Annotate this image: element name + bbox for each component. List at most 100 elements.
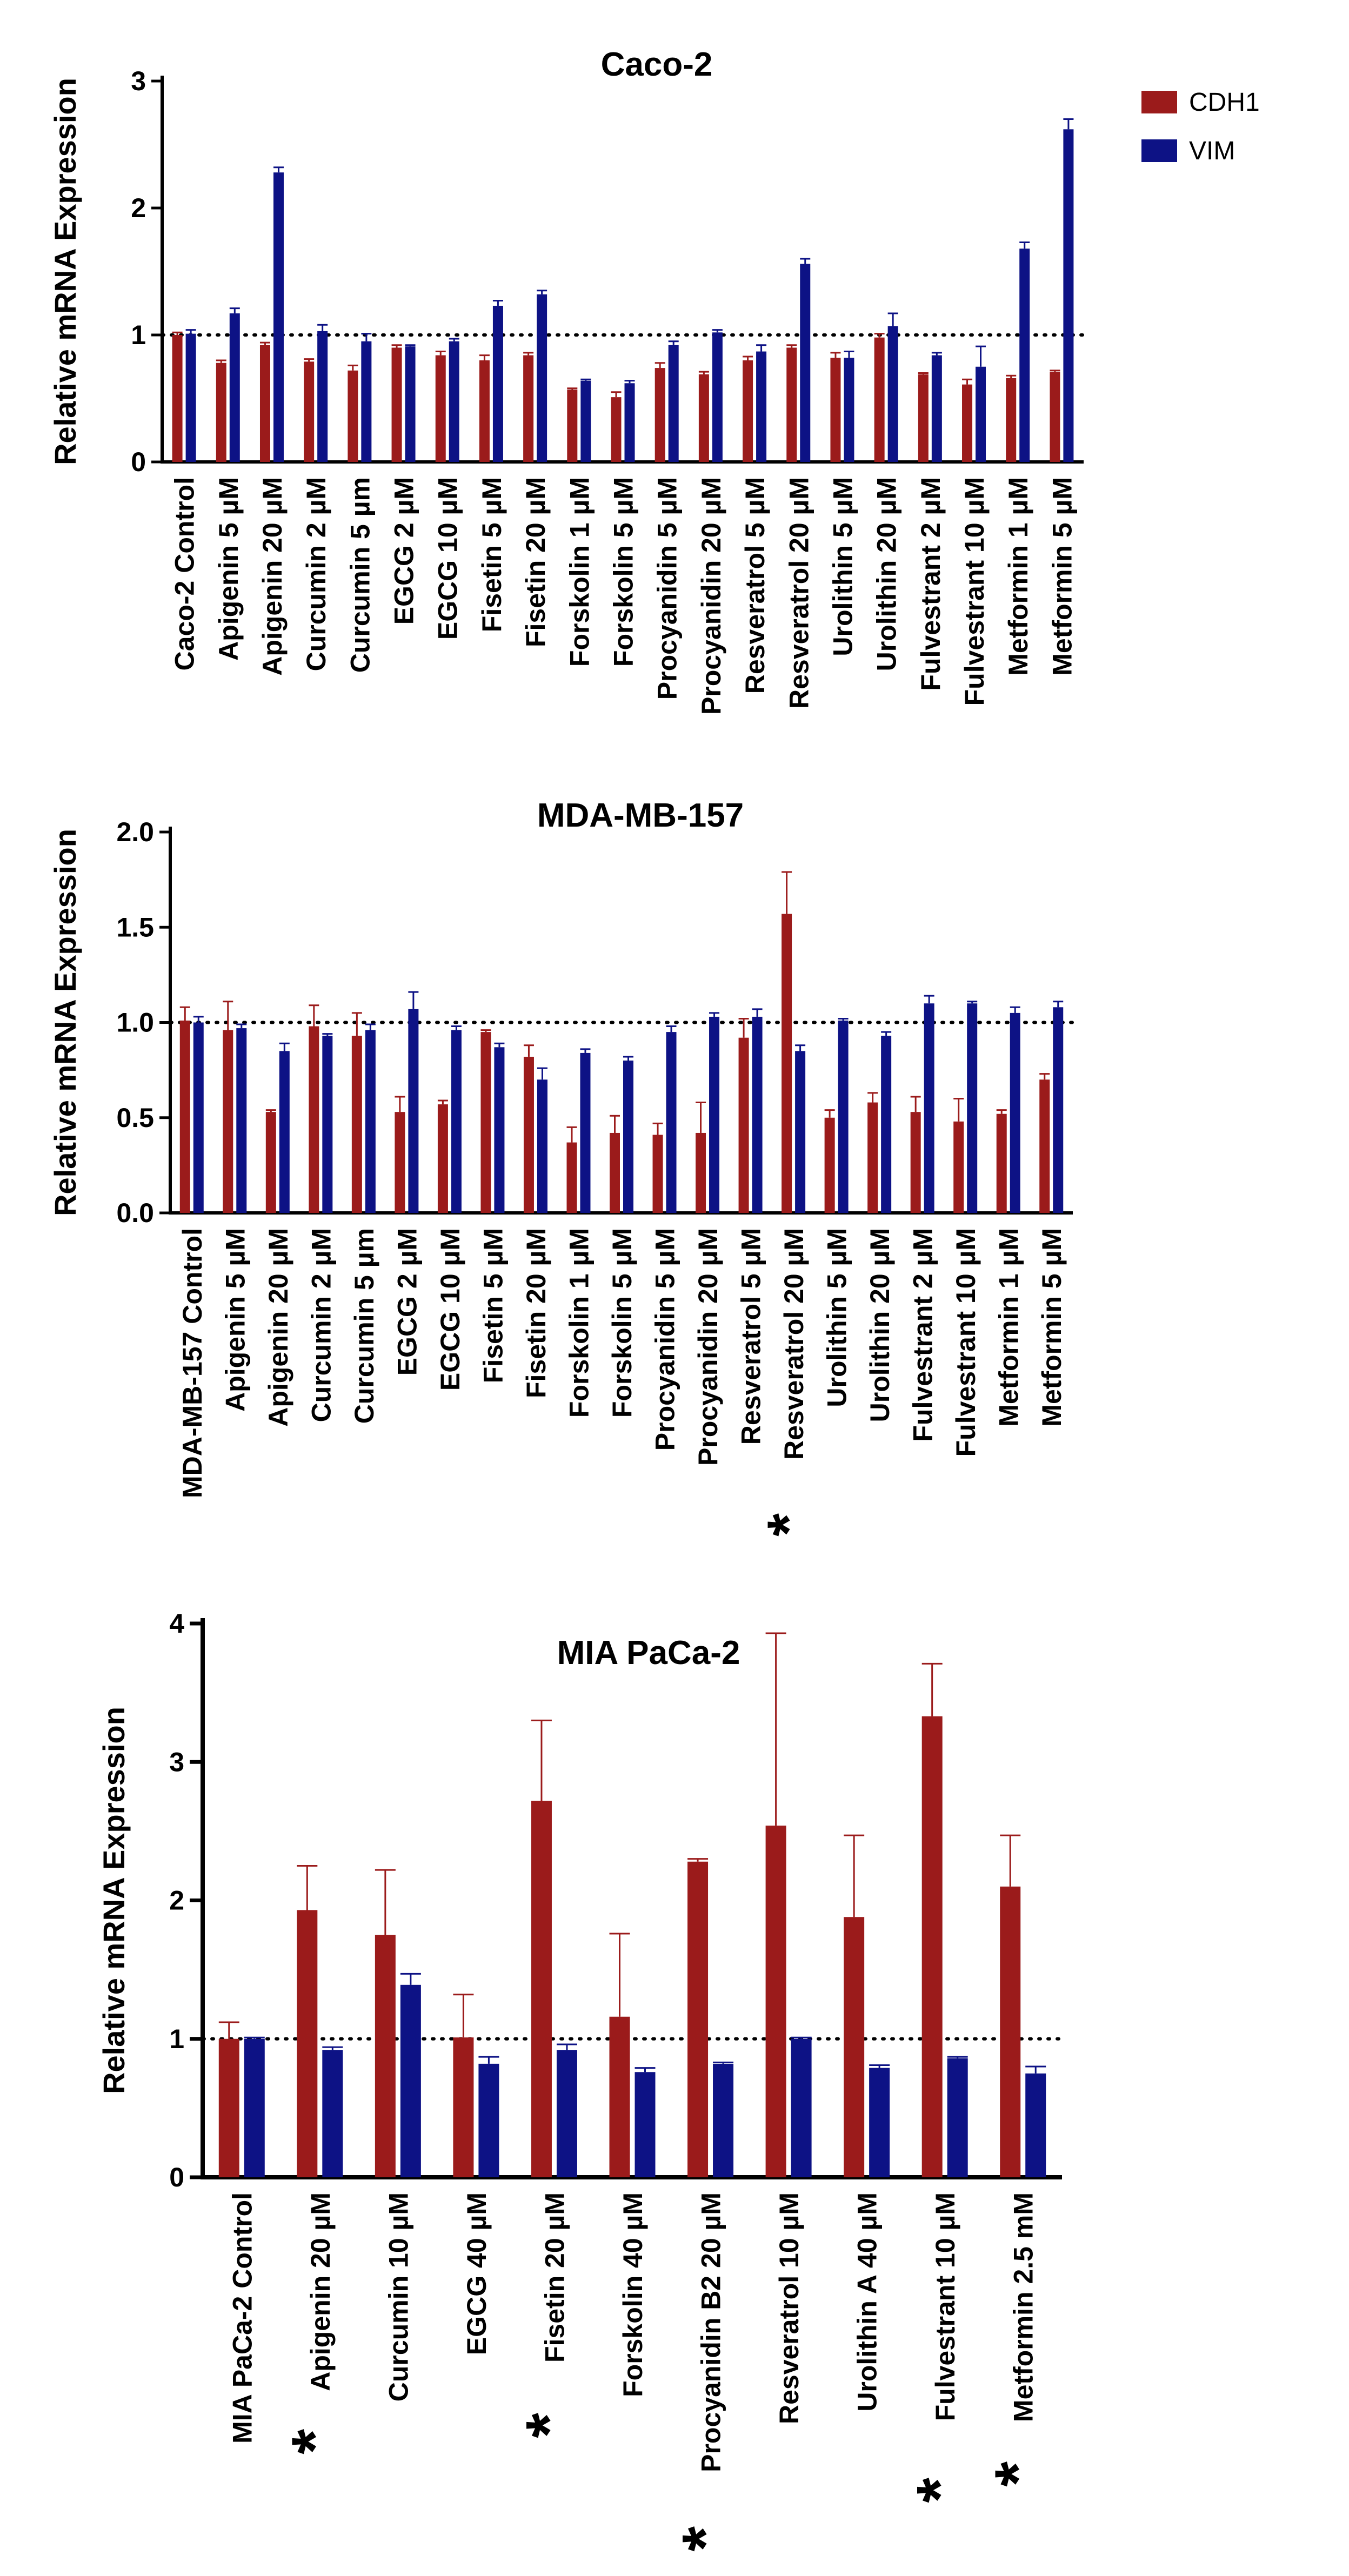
x-tick-label-mia-paca-2-metformin-2-5-mm: Metformin 2.5 mM [1009, 2192, 1039, 2422]
bar-mia-paca-2-vim-fulvestrant-10-um [947, 2058, 968, 2177]
significance-star-mia-paca-2-fulvestrant-10-um: * [903, 2478, 976, 2503]
x-tick-label-mda-mb-157-urolithin-5-um: Urolithin 5 µM [822, 1228, 852, 1407]
x-tick-label-caco-2-resveratrol-20-um: Resveratrol 20 µM [784, 477, 814, 709]
bar-mda-mb-157-vim-apigenin-5-um [236, 1028, 247, 1213]
bar-caco-2-cdh1-resveratrol-20-um [786, 347, 797, 462]
bar-caco-2-vim-caco-2-control [185, 333, 196, 462]
bar-caco-2-cdh1-procyanidin-20-um [698, 374, 709, 462]
legend-label-cdh1: CDH1 [1189, 88, 1260, 117]
bar-mda-mb-157-vim-egcg-10-um [451, 1030, 462, 1213]
bar-caco-2-vim-fisetin-5-um [492, 305, 503, 462]
x-tick-label-caco-2-egcg-10-um: EGCG 10 µM [433, 477, 463, 640]
bar-mda-mb-157-cdh1-resveratrol-5-um [738, 1037, 749, 1213]
x-tick-label-caco-2-urolithin-20-um: Urolithin 20 µM [872, 477, 902, 671]
bar-caco-2-vim-procyanidin-20-um [712, 332, 723, 462]
bar-caco-2-vim-curcumin-2-um [317, 331, 328, 462]
bar-mda-mb-157-cdh1-mda-mb-157-control [179, 1020, 190, 1213]
x-tick-label-mda-mb-157-resveratrol-5-um: Resveratrol 5 µM [736, 1228, 766, 1445]
x-tick-label-caco-2-fulvestrant-10-um: Fulvestrant 10 µM [959, 477, 990, 706]
bar-mia-paca-2-vim-mia-paca-2-control [244, 2038, 265, 2177]
bar-mda-mb-157-vim-mda-mb-157-control [193, 1022, 204, 1213]
bar-caco-2-vim-apigenin-5-um [229, 313, 240, 462]
x-tick-label-caco-2-fisetin-5-um: Fisetin 5 µM [477, 477, 507, 632]
bar-mda-mb-157-vim-fisetin-20-um [537, 1079, 547, 1213]
bar-caco-2-vim-metformin-1-um [1019, 249, 1030, 462]
x-tick-label-mda-mb-157-metformin-1-um: Metformin 1 µM [994, 1228, 1024, 1427]
bar-mda-mb-157-vim-procyanidin-5-um [666, 1032, 677, 1213]
bar-mia-paca-2-vim-resveratrol-10-um [791, 2038, 812, 2177]
y-tick-label-mda-mb-157-0: 0.0 [116, 1198, 154, 1228]
x-tick-label-mia-paca-2-urolithin-a-40-um: Urolithin A 40 µM [852, 2192, 883, 2412]
bar-caco-2-cdh1-metformin-5-um [1050, 372, 1060, 462]
bar-caco-2-cdh1-egcg-10-um [435, 355, 446, 462]
bar-mda-mb-157-cdh1-forskolin-1-um [566, 1142, 577, 1213]
bar-mda-mb-157-vim-fulvestrant-10-um [967, 1003, 978, 1213]
bar-mda-mb-157-cdh1-forskolin-5-um [610, 1132, 620, 1213]
x-tick-label-mda-mb-157-fulvestrant-2-um: Fulvestrant 2 µM [908, 1228, 938, 1442]
bar-caco-2-cdh1-metformin-1-um [1006, 378, 1017, 462]
x-tick-label-mia-paca-2-apigenin-20-um: Apigenin 20 µM [305, 2192, 336, 2391]
x-tick-label-mia-paca-2-egcg-40-um: EGCG 40 µM [462, 2192, 492, 2355]
bar-caco-2-vim-forskolin-5-um [624, 383, 635, 462]
x-tick-label-caco-2-metformin-5-um: Metformin 5 µM [1047, 477, 1077, 676]
bar-mda-mb-157-cdh1-fulvestrant-10-um [953, 1121, 964, 1213]
x-tick-label-mda-mb-157-forskolin-1-um: Forskolin 1 µM [564, 1228, 594, 1418]
bar-mda-mb-157-cdh1-metformin-5-um [1039, 1079, 1050, 1213]
y-tick-label-mia-paca-2-2: 2 [169, 1886, 184, 1916]
bar-caco-2-cdh1-apigenin-20-um [259, 345, 270, 462]
y-tick-label-mda-mb-157-4: 2.0 [116, 817, 154, 847]
bar-mda-mb-157-cdh1-urolithin-20-um [867, 1102, 878, 1213]
bar-mda-mb-157-vim-curcumin-5-um [365, 1030, 376, 1213]
legend-label-vim: VIM [1189, 137, 1235, 165]
y-axis-label-caco-2: Relative mRNA Expression [48, 78, 82, 465]
bar-caco-2-cdh1-curcumin-5-um [348, 370, 358, 462]
y-axis-label-mda-mb-157: Relative mRNA Expression [48, 829, 82, 1216]
x-tick-label-mda-mb-157-fisetin-20-um: Fisetin 20 µM [521, 1228, 551, 1398]
x-tick-label-caco-2-procyanidin-5-um: Procyanidin 5 µM [652, 477, 683, 700]
bar-mda-mb-157-vim-metformin-1-um [1010, 1012, 1020, 1213]
x-tick-label-caco-2-egcg-2-um: EGCG 2 µM [389, 477, 419, 625]
bar-caco-2-vim-urolithin-5-um [844, 358, 854, 462]
bar-mda-mb-157-vim-urolithin-20-um [881, 1036, 892, 1213]
bar-caco-2-cdh1-caco-2-control [172, 335, 183, 462]
x-tick-label-mia-paca-2-mia-paca-2-control: MIA PaCa-2 Control [227, 2192, 257, 2444]
x-tick-label-caco-2-apigenin-20-um: Apigenin 20 µM [257, 477, 288, 676]
chart-title-mia-paca-2: MIA PaCa-2 [557, 1634, 740, 1672]
x-tick-label-mda-mb-157-apigenin-5-um: Apigenin 5 µM [220, 1228, 250, 1412]
chart-title-mda-mb-157: MDA-MB-157 [537, 797, 744, 834]
bar-mda-mb-157-vim-fulvestrant-2-um [924, 1003, 934, 1213]
bar-caco-2-cdh1-urolithin-20-um [874, 337, 885, 462]
y-tick-label-mia-paca-2-3: 3 [169, 1747, 184, 1777]
bar-caco-2-cdh1-fulvestrant-10-um [962, 384, 973, 462]
significance-star-mia-paca-2-metformin-2-5-mm: * [981, 2461, 1054, 2487]
x-tick-label-mda-mb-157-urolithin-20-um: Urolithin 20 µM [865, 1228, 895, 1422]
bar-mda-mb-157-vim-urolithin-5-um [838, 1020, 849, 1213]
bar-caco-2-cdh1-apigenin-5-um [216, 363, 226, 462]
x-tick-label-mda-mb-157-procyanidin-20-um: Procyanidin 20 µM [693, 1228, 723, 1466]
bar-caco-2-vim-forskolin-1-um [580, 380, 591, 462]
bar-caco-2-vim-egcg-2-um [405, 346, 416, 462]
x-tick-label-mda-mb-157-resveratrol-20-um: Resveratrol 20 µM [779, 1228, 809, 1460]
x-tick-label-caco-2-curcumin-2-um: Curcumin 2 µM [301, 477, 331, 671]
bar-mda-mb-157-cdh1-resveratrol-20-um [782, 914, 792, 1213]
bar-caco-2-cdh1-forskolin-1-um [567, 390, 578, 462]
legend-swatch-vim [1141, 139, 1177, 162]
significance-star-mia-paca-2-procyanidin-b2-20-um: * [669, 2526, 742, 2552]
bar-mda-mb-157-cdh1-procyanidin-5-um [652, 1135, 663, 1213]
y-tick-label-mda-mb-157-2: 1.0 [116, 1008, 154, 1038]
x-tick-label-mda-mb-157-egcg-10-um: EGCG 10 µM [435, 1228, 465, 1391]
bar-mda-mb-157-cdh1-egcg-2-um [395, 1112, 405, 1213]
x-tick-label-mia-paca-2-resveratrol-10-um: Resveratrol 10 µM [774, 2192, 804, 2424]
bar-mia-paca-2-cdh1-resveratrol-10-um [765, 1826, 786, 2177]
x-tick-label-mda-mb-157-procyanidin-5-um: Procyanidin 5 µM [650, 1228, 680, 1451]
bar-mda-mb-157-cdh1-curcumin-2-um [309, 1026, 319, 1213]
x-tick-label-mda-mb-157-curcumin-2-um: Curcumin 2 µM [306, 1228, 336, 1422]
bar-mda-mb-157-cdh1-urolithin-5-um [824, 1117, 835, 1213]
bar-mia-paca-2-cdh1-egcg-40-um [453, 2037, 474, 2177]
x-tick-label-mia-paca-2-procyanidin-b2-20-um: Procyanidin B2 20 µM [696, 2192, 726, 2472]
chart-caco-2: Caco-2 Relative mRNA Expression 0 1 2 3 Caco-2… [48, 46, 1085, 715]
bar-mda-mb-157-vim-metformin-5-um [1053, 1007, 1064, 1213]
bar-mda-mb-157-cdh1-apigenin-5-um [223, 1030, 233, 1213]
bar-mia-paca-2-cdh1-metformin-2-5-mm [1000, 1886, 1021, 2177]
